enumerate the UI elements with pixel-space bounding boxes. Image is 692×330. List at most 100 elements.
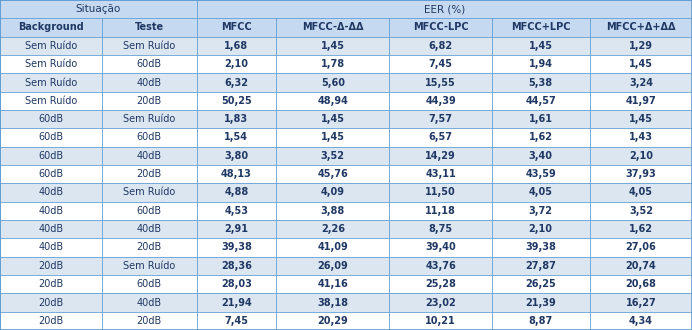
Bar — [590, 73, 692, 92]
Bar — [0, 257, 102, 275]
Text: 27,06: 27,06 — [626, 243, 656, 252]
Text: 60dB: 60dB — [39, 169, 64, 179]
Bar — [102, 128, 197, 147]
Bar — [197, 73, 276, 92]
Bar — [0, 37, 102, 55]
Text: 3,40: 3,40 — [529, 151, 553, 161]
Text: 1,62: 1,62 — [629, 224, 653, 234]
Bar — [102, 238, 197, 257]
Text: 1,68: 1,68 — [224, 41, 248, 51]
Text: 48,13: 48,13 — [221, 169, 252, 179]
Bar — [590, 55, 692, 73]
Bar — [390, 18, 491, 37]
Text: 5,38: 5,38 — [529, 78, 553, 87]
Text: 28,36: 28,36 — [221, 261, 252, 271]
Text: 1,45: 1,45 — [321, 114, 345, 124]
Text: 48,94: 48,94 — [318, 96, 348, 106]
Text: 43,11: 43,11 — [425, 169, 456, 179]
Text: Background: Background — [18, 22, 84, 32]
Text: Sem Ruído: Sem Ruído — [25, 59, 78, 69]
Text: Sem Ruído: Sem Ruído — [123, 41, 176, 51]
Text: 1,61: 1,61 — [529, 114, 553, 124]
Text: 6,82: 6,82 — [428, 41, 453, 51]
Bar — [276, 257, 390, 275]
Text: 40dB: 40dB — [39, 224, 64, 234]
Text: 20dB: 20dB — [39, 261, 64, 271]
Text: 60dB: 60dB — [137, 279, 162, 289]
Bar — [590, 257, 692, 275]
Text: Teste: Teste — [135, 22, 164, 32]
Text: 7,45: 7,45 — [428, 59, 453, 69]
Text: 28,03: 28,03 — [221, 279, 252, 289]
Bar — [102, 202, 197, 220]
Text: 21,94: 21,94 — [221, 298, 252, 308]
Bar — [590, 18, 692, 37]
Bar — [0, 0, 197, 18]
Text: 2,10: 2,10 — [224, 59, 248, 69]
Bar — [491, 110, 590, 128]
Bar — [590, 183, 692, 202]
Text: 60dB: 60dB — [39, 114, 64, 124]
Text: 20dB: 20dB — [137, 316, 162, 326]
Bar — [590, 312, 692, 330]
Bar — [590, 238, 692, 257]
Text: 4,53: 4,53 — [224, 206, 248, 216]
Text: 40dB: 40dB — [137, 298, 162, 308]
Text: 43,76: 43,76 — [425, 261, 456, 271]
Text: 15,55: 15,55 — [425, 78, 456, 87]
Bar — [197, 257, 276, 275]
Text: Sem Ruído: Sem Ruído — [123, 114, 176, 124]
Bar — [390, 165, 491, 183]
Text: 4,88: 4,88 — [224, 187, 248, 197]
Bar — [102, 37, 197, 55]
Text: 41,09: 41,09 — [318, 243, 348, 252]
Bar — [102, 55, 197, 73]
Bar — [0, 220, 102, 238]
Text: 3,88: 3,88 — [320, 206, 345, 216]
Text: 3,24: 3,24 — [629, 78, 653, 87]
Text: 1,45: 1,45 — [629, 114, 653, 124]
Text: 40dB: 40dB — [137, 151, 162, 161]
Bar — [197, 165, 276, 183]
Bar — [276, 92, 390, 110]
Bar — [390, 128, 491, 147]
Bar — [102, 73, 197, 92]
Text: 20dB: 20dB — [39, 298, 64, 308]
Bar — [197, 312, 276, 330]
Text: 20,68: 20,68 — [626, 279, 657, 289]
Text: MFCC+LPC: MFCC+LPC — [511, 22, 570, 32]
Bar — [491, 202, 590, 220]
Bar — [491, 220, 590, 238]
Text: 20,29: 20,29 — [318, 316, 348, 326]
Text: 45,76: 45,76 — [318, 169, 348, 179]
Text: 23,02: 23,02 — [425, 298, 456, 308]
Text: 8,75: 8,75 — [428, 224, 453, 234]
Bar — [0, 165, 102, 183]
Bar — [276, 293, 390, 312]
Text: 40dB: 40dB — [39, 243, 64, 252]
Bar — [390, 238, 491, 257]
Bar — [0, 110, 102, 128]
Bar — [197, 238, 276, 257]
Text: Sem Ruído: Sem Ruído — [25, 78, 78, 87]
Text: EER (%): EER (%) — [424, 4, 465, 14]
Text: Sem Ruído: Sem Ruído — [25, 41, 78, 51]
Bar — [197, 293, 276, 312]
Bar — [197, 202, 276, 220]
Text: 1,45: 1,45 — [321, 133, 345, 143]
Text: 11,18: 11,18 — [425, 206, 456, 216]
Bar — [276, 110, 390, 128]
Bar — [390, 110, 491, 128]
Text: 1,45: 1,45 — [629, 59, 653, 69]
Text: 40dB: 40dB — [137, 78, 162, 87]
Text: 20dB: 20dB — [39, 279, 64, 289]
Text: MFCC: MFCC — [221, 22, 252, 32]
Text: 1,45: 1,45 — [529, 41, 553, 51]
Bar — [590, 110, 692, 128]
Bar — [102, 165, 197, 183]
Text: 1,62: 1,62 — [529, 133, 553, 143]
Bar — [0, 183, 102, 202]
Bar — [590, 147, 692, 165]
Text: 50,25: 50,25 — [221, 96, 252, 106]
Bar — [590, 128, 692, 147]
